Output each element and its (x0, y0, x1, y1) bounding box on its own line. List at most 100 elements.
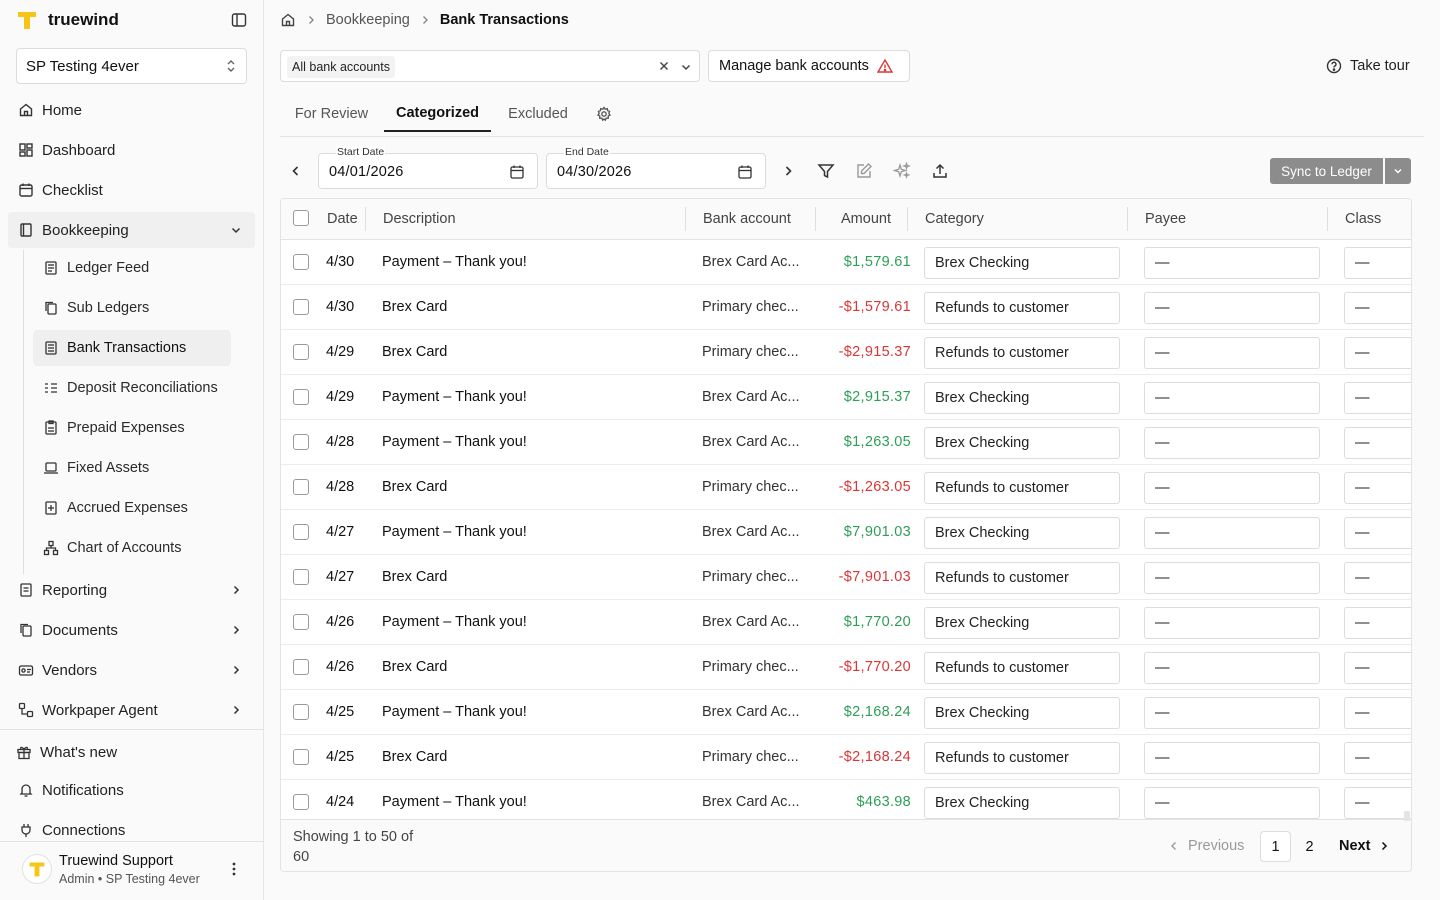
row-payee-select[interactable]: — (1144, 697, 1320, 729)
row-class-select[interactable]: — (1344, 472, 1411, 504)
table-row[interactable]: 4/25 Payment – Thank you! Brex Card Ac... $… (281, 690, 1411, 735)
end-date-field[interactable]: End Date 04/30/2026 (546, 146, 766, 189)
row-payee-select[interactable]: — (1144, 562, 1320, 594)
nav-item-connections[interactable]: Connections (8, 812, 255, 848)
tab-categorized[interactable]: Categorized (384, 96, 491, 132)
row-class-select[interactable]: — (1344, 742, 1411, 774)
start-date-field[interactable]: Start Date 04/01/2026 (318, 146, 538, 189)
row-checkbox[interactable] (293, 389, 309, 405)
column-header-class[interactable]: Class (1345, 211, 1382, 227)
filter-icon[interactable] (816, 161, 836, 181)
row-class-select[interactable]: — (1344, 607, 1411, 639)
gear-icon[interactable] (596, 106, 612, 122)
table-row[interactable]: 4/28 Payment – Thank you! Brex Card Ac... $… (281, 420, 1411, 465)
table-row[interactable]: 4/24 Payment – Thank you! Brex Card Ac... $… (281, 780, 1411, 819)
breadcrumb-bookkeeping[interactable]: Bookkeeping (326, 12, 410, 28)
nav-item-vendors[interactable]: Vendors (8, 652, 255, 688)
nav-item-home[interactable]: Home (8, 92, 255, 128)
row-checkbox[interactable] (293, 299, 309, 315)
row-category-select[interactable]: Brex Checking (924, 247, 1120, 279)
table-row[interactable]: 4/30 Brex Card Primary chec... -$1,579.61 Re… (281, 285, 1411, 330)
sidebar-item-sub-ledgers[interactable]: Sub Ledgers (33, 290, 231, 326)
nav-item-documents[interactable]: Documents (8, 612, 255, 648)
sidebar-item-fixed-assets[interactable]: Fixed Assets (33, 450, 231, 486)
table-row[interactable]: 4/28 Brex Card Primary chec... -$1,263.05 Re… (281, 465, 1411, 510)
table-row[interactable]: 4/27 Payment – Thank you! Brex Card Ac... $… (281, 510, 1411, 555)
pagination-page-2[interactable]: 2 (1305, 838, 1314, 855)
sync-to-ledger-button[interactable]: Sync to Ledger (1270, 158, 1383, 184)
sync-options-chevron-down-icon[interactable] (1385, 158, 1411, 184)
row-payee-select[interactable]: — (1144, 472, 1320, 504)
nav-item-whats-new[interactable]: What's new (6, 734, 253, 770)
bank-account-select[interactable]: All bank accounts (280, 50, 700, 82)
sparkles-icon[interactable] (892, 161, 912, 181)
pagination-next-button[interactable]: Next (1339, 836, 1389, 856)
org-selector[interactable]: SP Testing 4ever (16, 48, 247, 84)
column-header-bank-account[interactable]: Bank account (703, 211, 791, 227)
take-tour-button[interactable]: Take tour (1326, 54, 1410, 78)
pagination-page-1[interactable]: 1 (1260, 831, 1291, 862)
row-payee-select[interactable]: — (1144, 787, 1320, 819)
row-category-select[interactable]: Refunds to customer (924, 292, 1120, 324)
column-header-date[interactable]: Date (327, 211, 358, 227)
row-payee-select[interactable]: — (1144, 742, 1320, 774)
row-class-select[interactable]: — (1344, 382, 1411, 414)
sidebar-item-ledger-feed[interactable]: Ledger Feed (33, 250, 231, 286)
column-header-category[interactable]: Category (925, 211, 984, 227)
row-payee-select[interactable]: — (1144, 652, 1320, 684)
table-row[interactable]: 4/30 Payment – Thank you! Brex Card Ac... $… (281, 240, 1411, 285)
row-payee-select[interactable]: — (1144, 337, 1320, 369)
previous-period-icon[interactable] (286, 161, 306, 181)
calendar-icon[interactable] (509, 164, 525, 180)
row-class-select[interactable]: — (1344, 427, 1411, 459)
tab-for-review[interactable]: For Review (294, 106, 369, 122)
row-class-select[interactable]: — (1344, 337, 1411, 369)
column-header-description[interactable]: Description (383, 211, 456, 227)
row-category-select[interactable]: Brex Checking (924, 787, 1120, 819)
row-payee-select[interactable]: — (1144, 607, 1320, 639)
row-category-select[interactable]: Refunds to customer (924, 562, 1120, 594)
table-row[interactable]: 4/27 Brex Card Primary chec... -$7,901.03 Re… (281, 555, 1411, 600)
row-category-select[interactable]: Refunds to customer (924, 742, 1120, 774)
table-row[interactable]: 4/29 Brex Card Primary chec... -$2,915.37 Re… (281, 330, 1411, 375)
row-class-select[interactable]: — (1344, 292, 1411, 324)
row-category-select[interactable]: Brex Checking (924, 517, 1120, 549)
chevron-down-icon[interactable] (679, 60, 693, 74)
close-icon[interactable] (657, 59, 671, 73)
next-period-icon[interactable] (778, 161, 798, 181)
table-row[interactable]: 4/29 Payment – Thank you! Brex Card Ac... $… (281, 375, 1411, 420)
row-payee-select[interactable]: — (1144, 427, 1320, 459)
table-scrollbar[interactable] (1402, 808, 1412, 821)
row-class-select[interactable]: — (1344, 652, 1411, 684)
row-class-select[interactable]: — (1344, 697, 1411, 729)
tab-excluded[interactable]: Excluded (508, 106, 568, 122)
row-class-select[interactable]: — (1344, 247, 1411, 279)
nav-item-workpaper-agent[interactable]: Workpaper Agent (8, 692, 255, 728)
nav-item-dashboard[interactable]: Dashboard (8, 132, 255, 168)
table-row[interactable]: 4/26 Brex Card Primary chec... -$1,770.20 Re… (281, 645, 1411, 690)
row-checkbox[interactable] (293, 614, 309, 630)
row-checkbox[interactable] (293, 749, 309, 765)
home-icon[interactable] (280, 12, 296, 28)
brand[interactable]: truewind (16, 8, 119, 32)
nav-item-reporting[interactable]: Reporting (8, 572, 255, 608)
table-row[interactable]: 4/25 Brex Card Primary chec... -$2,168.24 Re… (281, 735, 1411, 780)
row-category-select[interactable]: Brex Checking (924, 382, 1120, 414)
nav-item-notifications[interactable]: Notifications (8, 772, 255, 808)
sidebar-item-accrued-expenses[interactable]: Accrued Expenses (33, 490, 231, 526)
row-checkbox[interactable] (293, 254, 309, 270)
row-payee-select[interactable]: — (1144, 382, 1320, 414)
row-payee-select[interactable]: — (1144, 517, 1320, 549)
row-payee-select[interactable]: — (1144, 247, 1320, 279)
row-checkbox[interactable] (293, 524, 309, 540)
nav-item-checklist[interactable]: Checklist (8, 172, 255, 208)
row-category-select[interactable]: Brex Checking (924, 607, 1120, 639)
manage-bank-accounts-button[interactable]: Manage bank accounts (708, 50, 910, 82)
sidebar-item-prepaid-expenses[interactable]: Prepaid Expenses (33, 410, 231, 446)
row-checkbox[interactable] (293, 794, 309, 810)
sidebar-item-deposit-reconciliations[interactable]: Deposit Reconciliations (33, 370, 231, 406)
row-payee-select[interactable]: — (1144, 292, 1320, 324)
nav-item-bookkeeping[interactable]: Bookkeeping (8, 212, 255, 248)
row-category-select[interactable]: Brex Checking (924, 697, 1120, 729)
row-checkbox[interactable] (293, 479, 309, 495)
